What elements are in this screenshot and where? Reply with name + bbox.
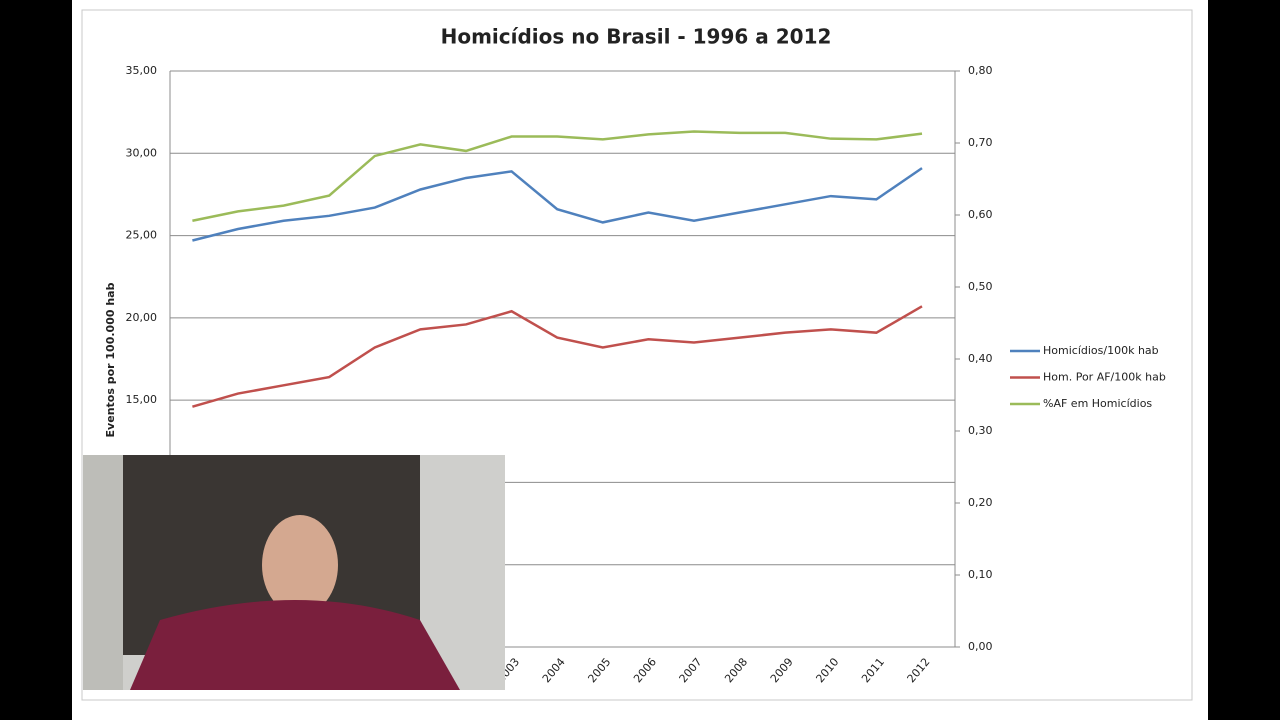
y2-tick-label: 0,30 <box>968 424 993 437</box>
face <box>262 515 338 615</box>
y2-tick-label: 0,50 <box>968 280 993 293</box>
y-tick-label: 30,00 <box>126 146 158 159</box>
legend-label: %AF em Homicídios <box>1043 397 1152 410</box>
legend-label: Hom. Por AF/100k hab <box>1043 371 1166 384</box>
y2-tick-label: 0,40 <box>968 352 993 365</box>
y-tick-label: 15,00 <box>126 393 158 406</box>
series-line <box>192 305 923 408</box>
y2-tick-label: 0,80 <box>968 64 993 77</box>
y2-tick-label: 0,70 <box>968 136 993 149</box>
legend-label: Homicídios/100k hab <box>1043 344 1159 357</box>
y2-tick-label: 0,10 <box>968 568 993 581</box>
y-axis-label: Eventos por 100.000 hab <box>104 282 117 437</box>
y2-tick-label: 0,00 <box>968 640 993 653</box>
chart-title: Homicídios no Brasil - 1996 a 2012 <box>441 25 832 49</box>
series-line <box>192 167 923 242</box>
y2-tick-label: 0,60 <box>968 208 993 221</box>
series-line <box>192 130 923 222</box>
y2-tick-label: 0,20 <box>968 496 993 509</box>
wall <box>83 455 123 690</box>
webcam-overlay <box>83 455 505 690</box>
y-tick-label: 25,00 <box>126 229 158 242</box>
y-tick-label: 20,00 <box>126 311 158 324</box>
y-tick-label: 35,00 <box>126 64 158 77</box>
sweater <box>130 600 460 690</box>
